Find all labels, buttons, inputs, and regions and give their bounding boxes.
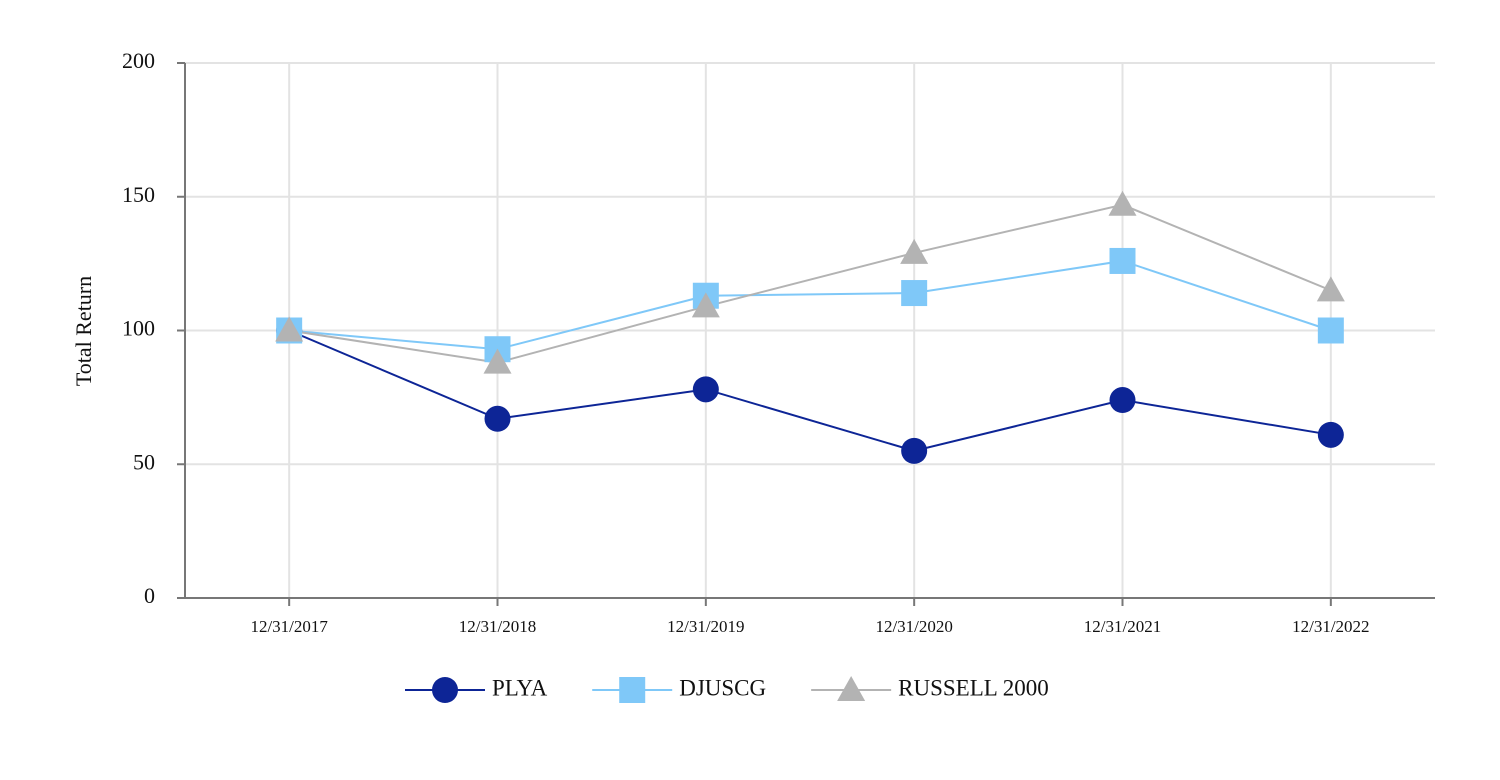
- y-tick-label: 200: [122, 48, 155, 73]
- legend-label: DJUSCG: [679, 675, 766, 700]
- x-tick-label: 12/31/2022: [1292, 617, 1369, 636]
- marker: [1317, 317, 1344, 344]
- x-tick-label: 12/31/2018: [459, 617, 536, 636]
- x-tick-label: 12/31/2021: [1084, 617, 1161, 636]
- legend-label: RUSSELL 2000: [898, 675, 1049, 700]
- marker: [1108, 190, 1137, 216]
- marker: [483, 348, 512, 374]
- marker: [900, 238, 929, 264]
- y-tick-label: 150: [122, 182, 155, 207]
- y-tick-label: 50: [133, 449, 155, 474]
- marker: [1316, 276, 1345, 302]
- x-tick-label: 12/31/2019: [667, 617, 744, 636]
- marker: [432, 677, 458, 703]
- marker: [1109, 247, 1136, 274]
- marker: [1109, 387, 1136, 414]
- series-line: [289, 259, 1332, 351]
- series-line: [288, 329, 1331, 452]
- marker: [275, 316, 304, 342]
- x-tick-label: 12/31/2017: [250, 617, 328, 636]
- y-tick-label: 0: [144, 583, 155, 608]
- marker: [901, 280, 928, 307]
- y-tick-label: 100: [122, 316, 155, 341]
- marker: [692, 376, 719, 403]
- marker: [484, 405, 511, 432]
- x-tick-label: 12/31/2020: [875, 617, 952, 636]
- marker: [691, 292, 720, 318]
- marker: [619, 677, 646, 703]
- marker: [837, 676, 866, 701]
- marker: [1317, 421, 1344, 448]
- y-axis-label: Total Return: [71, 276, 96, 386]
- legend-label: PLYA: [492, 675, 548, 700]
- marker: [901, 437, 928, 464]
- series-line: [289, 203, 1332, 364]
